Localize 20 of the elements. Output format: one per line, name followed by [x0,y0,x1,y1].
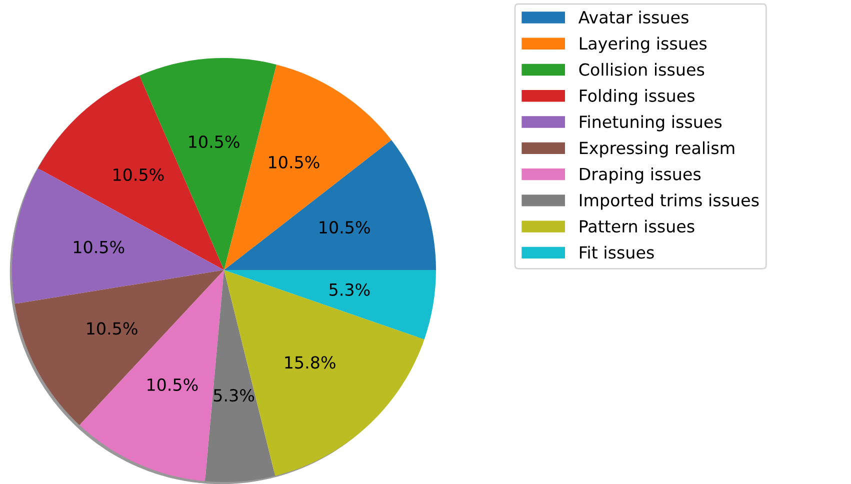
legend-label: Draping issues [580,167,701,184]
data-label: 15.8% [285,356,336,369]
data-label: 10.5% [87,322,138,335]
data-label: 5.3% [214,389,254,402]
data-label: 10.5% [320,220,370,234]
legend-label: Finetuning issues [580,115,722,132]
data-label: 5.3% [330,283,370,296]
legend-label: Fit issues [580,246,654,259]
legend-label: Avatar issues [578,10,688,24]
legend-label: Folding issues [580,89,694,106]
legend-label: Collision issues [579,62,704,76]
legend-label: Layering issues [580,36,707,53]
legend-label: Expressing realism [580,141,734,158]
data-label: 10.5% [74,240,124,254]
legend-label: Pattern issues [580,220,694,233]
data-label: 10.5% [114,168,164,181]
data-label: 10.5% [148,378,198,391]
data-label: 10.5% [189,135,240,148]
legend-label: Imported trims issues [580,194,759,210]
data-label: 10.5% [269,156,320,168]
